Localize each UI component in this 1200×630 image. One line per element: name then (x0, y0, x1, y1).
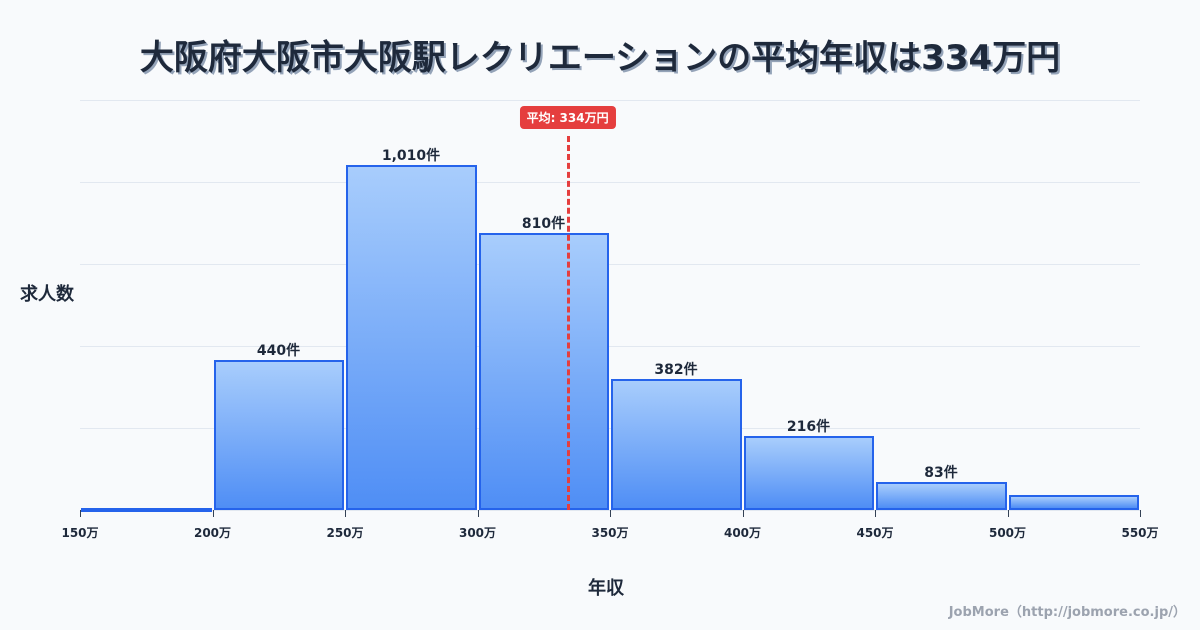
histogram-bar (213, 359, 344, 510)
mean-badge: 平均: 334万円 (519, 106, 616, 129)
x-tick-label: 300万 (458, 526, 497, 540)
x-tick-label: 550万 (1121, 526, 1159, 540)
chart-title: 大阪府大阪市大阪駅レクリエーションの平均年収は334万円 (139, 38, 1061, 78)
histogram-bar (81, 508, 212, 512)
histogram-bar (743, 436, 874, 510)
bar-value-label: 216件 (786, 419, 831, 436)
x-tick (212, 510, 214, 517)
histogram-bar (346, 164, 477, 510)
x-tick-label: 450万 (856, 526, 894, 540)
gridline (80, 100, 1140, 101)
x-tick-label: 350万 (591, 526, 629, 540)
y-axis-label: 求人数 (20, 284, 74, 305)
histogram-bar (611, 379, 742, 510)
x-tick (1007, 510, 1009, 517)
gridline (80, 428, 1140, 429)
mean-line (566, 136, 570, 510)
x-tick-label: 250万 (326, 526, 364, 540)
histogram-bar (478, 233, 609, 510)
gridline (80, 346, 1140, 347)
credit-text: JobMore（http://jobmore.co.jp/） (948, 605, 1186, 620)
gridline (80, 264, 1140, 265)
x-tick (610, 510, 611, 517)
x-tick-label: 200万 (193, 526, 232, 540)
x-tick (80, 510, 81, 517)
x-tick-label: 150万 (61, 526, 99, 540)
x-tick (742, 510, 744, 517)
bar-value-label: 810件 (521, 216, 566, 233)
bar-value-label: 440件 (256, 342, 301, 359)
histogram-bar (1008, 494, 1139, 510)
histogram-plot: 440件 1,010件 810件 382件 216件 83件 150万 200万 250万 300… (61, 100, 1159, 540)
gridline (80, 182, 1140, 183)
x-tick (1140, 510, 1141, 517)
x-tick-label: 400万 (723, 526, 762, 540)
x-tick (875, 510, 876, 517)
bar-value-label: 382件 (654, 362, 698, 379)
bar-value-label: 83件 (924, 464, 958, 481)
x-axis-label: 年収 (588, 578, 624, 599)
x-tick (345, 510, 346, 517)
bar-value-label: 1,010件 (381, 147, 441, 164)
x-tick-label: 500万 (988, 526, 1027, 540)
x-tick (477, 510, 479, 517)
histogram-bar (876, 481, 1007, 510)
